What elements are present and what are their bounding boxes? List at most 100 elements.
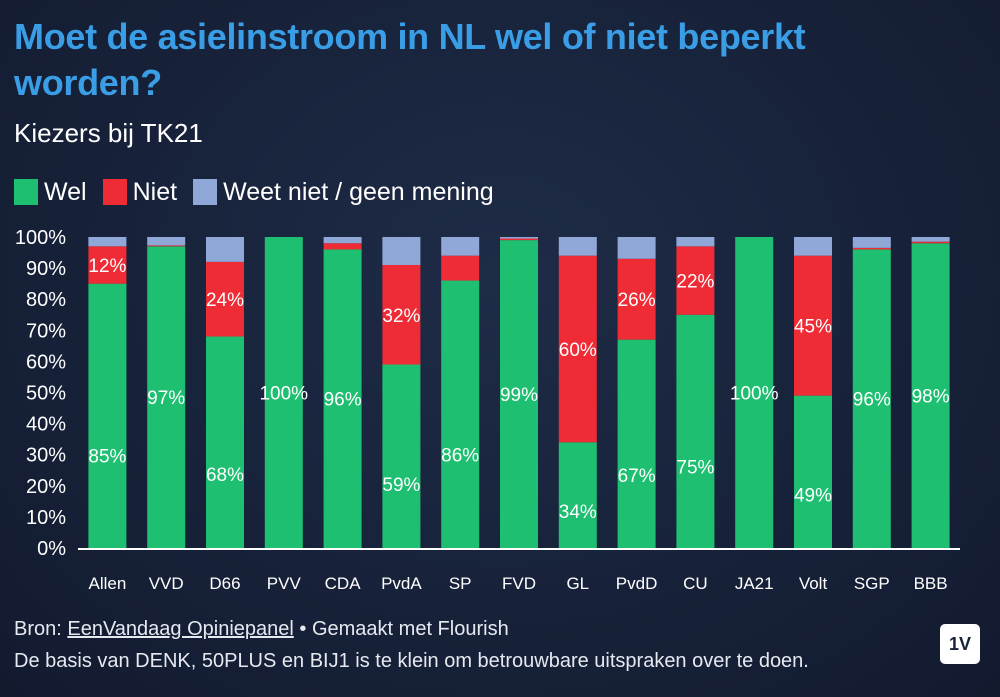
data-label: 96% [324, 390, 362, 411]
y-tick-label: 60% [26, 351, 66, 373]
legend-swatch-weet-niet [193, 179, 218, 205]
y-tick-label: 20% [26, 476, 66, 498]
legend-label-wel: Wel [44, 177, 87, 206]
bar-segment-wel-cda [323, 249, 362, 548]
y-tick-label: 80% [26, 289, 66, 311]
x-tick-label: GL [566, 574, 589, 593]
bar-segment-wel-volt [794, 395, 832, 548]
bar-segment-niet-bbb [911, 241, 950, 244]
source-suffix: • Gemaakt met Flourish [293, 618, 509, 640]
legend-label-niet: Niet [132, 177, 178, 206]
x-tick-label: VVD [149, 574, 184, 593]
data-label: 34% [559, 502, 597, 523]
source-link[interactable]: EenVandaag Opiniepanel [67, 618, 294, 640]
x-tick-label: PVV [267, 574, 302, 593]
bar-segment-niet-allen [88, 246, 127, 284]
data-label: 26% [618, 290, 656, 311]
bar-segment-wel-cu [676, 314, 715, 548]
y-tick-label: 10% [26, 507, 66, 529]
bar-segment-niet-pvdd [617, 258, 656, 340]
legend-item-niet[interactable]: Niet [102, 177, 178, 207]
bar-segment-weet-bbb [911, 237, 950, 242]
bar-segment-niet-pvda [382, 264, 421, 365]
x-tick-label: PvdA [381, 574, 422, 593]
legend-item-wel[interactable]: Wel [14, 178, 87, 207]
data-label: 45% [794, 317, 832, 338]
bar-segment-weet-fvd [500, 237, 538, 239]
x-tick-label: FVD [502, 574, 536, 593]
bar-segment-niet-sgp [852, 247, 891, 250]
footnote: De basis van DENK, 50PLUS en BIJ1 is te … [14, 650, 809, 672]
bar-segment-wel-ja21 [735, 237, 774, 548]
data-label: 86% [441, 445, 479, 466]
y-tick-label: 90% [26, 258, 66, 280]
bar-segment-weet-pvda [382, 237, 421, 265]
data-label: 96% [853, 390, 891, 411]
x-tick-label: BBB [914, 574, 948, 593]
data-label: 59% [382, 475, 420, 496]
legend-swatch-niet [102, 179, 127, 205]
data-label: 75% [676, 457, 714, 478]
legend-label-weet-niet: Weet niet / geen mening [223, 177, 494, 206]
y-tick-label: 0% [37, 538, 66, 560]
data-label: 67% [618, 466, 656, 487]
legend-swatch-wel [14, 179, 38, 205]
bar-segment-niet-volt [794, 255, 832, 396]
bar-segment-wel-pvv [264, 237, 303, 548]
x-tick-label: JA21 [735, 574, 774, 593]
x-tick-label: CDA [325, 574, 362, 593]
bar-segment-weet-cda [323, 237, 362, 244]
data-label: 68% [206, 465, 244, 486]
eenvandaag-logo[interactable]: 1V [940, 624, 980, 664]
bar-segment-weet-d66 [206, 237, 244, 262]
data-label: 99% [500, 385, 538, 406]
legend-item-weet-niet[interactable]: Weet niet / geen mening [193, 178, 494, 207]
bar-segment-wel-sgp [852, 249, 891, 548]
source-line: Bron: EenVandaag Opiniepanel • Gemaakt m… [14, 618, 509, 641]
x-tick-label: SP [449, 574, 472, 593]
data-label: 24% [206, 290, 244, 311]
chart-title: Moet de asielinstroom in NL wel of niet … [14, 16, 806, 103]
bar-segment-weet-cu [676, 237, 715, 247]
bar-segment-weet-gl [558, 237, 597, 256]
data-label: 100% [730, 384, 779, 405]
data-label: 60% [559, 340, 597, 361]
data-label: 97% [147, 388, 185, 409]
bar-segment-weet-vvd [147, 237, 186, 246]
source-prefix: Bron: [14, 618, 68, 640]
data-label: 100% [259, 384, 308, 405]
legend: Wel Niet Weet niet / geen mening [14, 172, 510, 212]
x-tick-label: PvdD [616, 574, 658, 593]
data-label: 12% [88, 256, 126, 277]
x-tick-label: CU [683, 574, 708, 593]
bar-segment-weet-sgp [852, 237, 891, 248]
bar-segment-niet-sp [441, 255, 480, 281]
bar-segment-wel-allen [88, 283, 127, 548]
bar-segment-niet-vvd [147, 245, 186, 247]
data-label: 22% [676, 272, 714, 293]
x-tick-label: Volt [799, 574, 828, 593]
data-label: 49% [794, 486, 832, 507]
bar-segment-weet-allen [88, 237, 127, 247]
bar-segment-wel-pvda [382, 364, 421, 548]
bar-segment-niet-cda [323, 243, 362, 250]
y-tick-label: 70% [26, 320, 66, 342]
bar-segment-niet-gl [558, 255, 597, 443]
x-tick-label: D66 [209, 574, 240, 593]
bar-segment-niet-cu [676, 246, 715, 315]
bar-segment-wel-sp [441, 280, 480, 548]
chart-subtitle: Kiezers bij TK21 [14, 118, 203, 148]
x-tick-label: Allen [88, 574, 126, 593]
bar-segment-wel-bbb [911, 243, 950, 548]
bar-segment-weet-volt [794, 237, 832, 256]
x-tick-label: SGP [854, 574, 890, 593]
bar-segment-wel-pvdd [617, 339, 656, 548]
bar-segment-weet-sp [441, 237, 480, 256]
bar-segment-niet-fvd [500, 238, 538, 241]
bar-segment-wel-vvd [147, 246, 186, 548]
bar-segment-weet-pvdd [617, 237, 656, 259]
y-tick-label: 50% [26, 383, 66, 405]
y-tick-label: 100% [15, 227, 66, 249]
bar-segment-niet-d66 [206, 261, 244, 337]
